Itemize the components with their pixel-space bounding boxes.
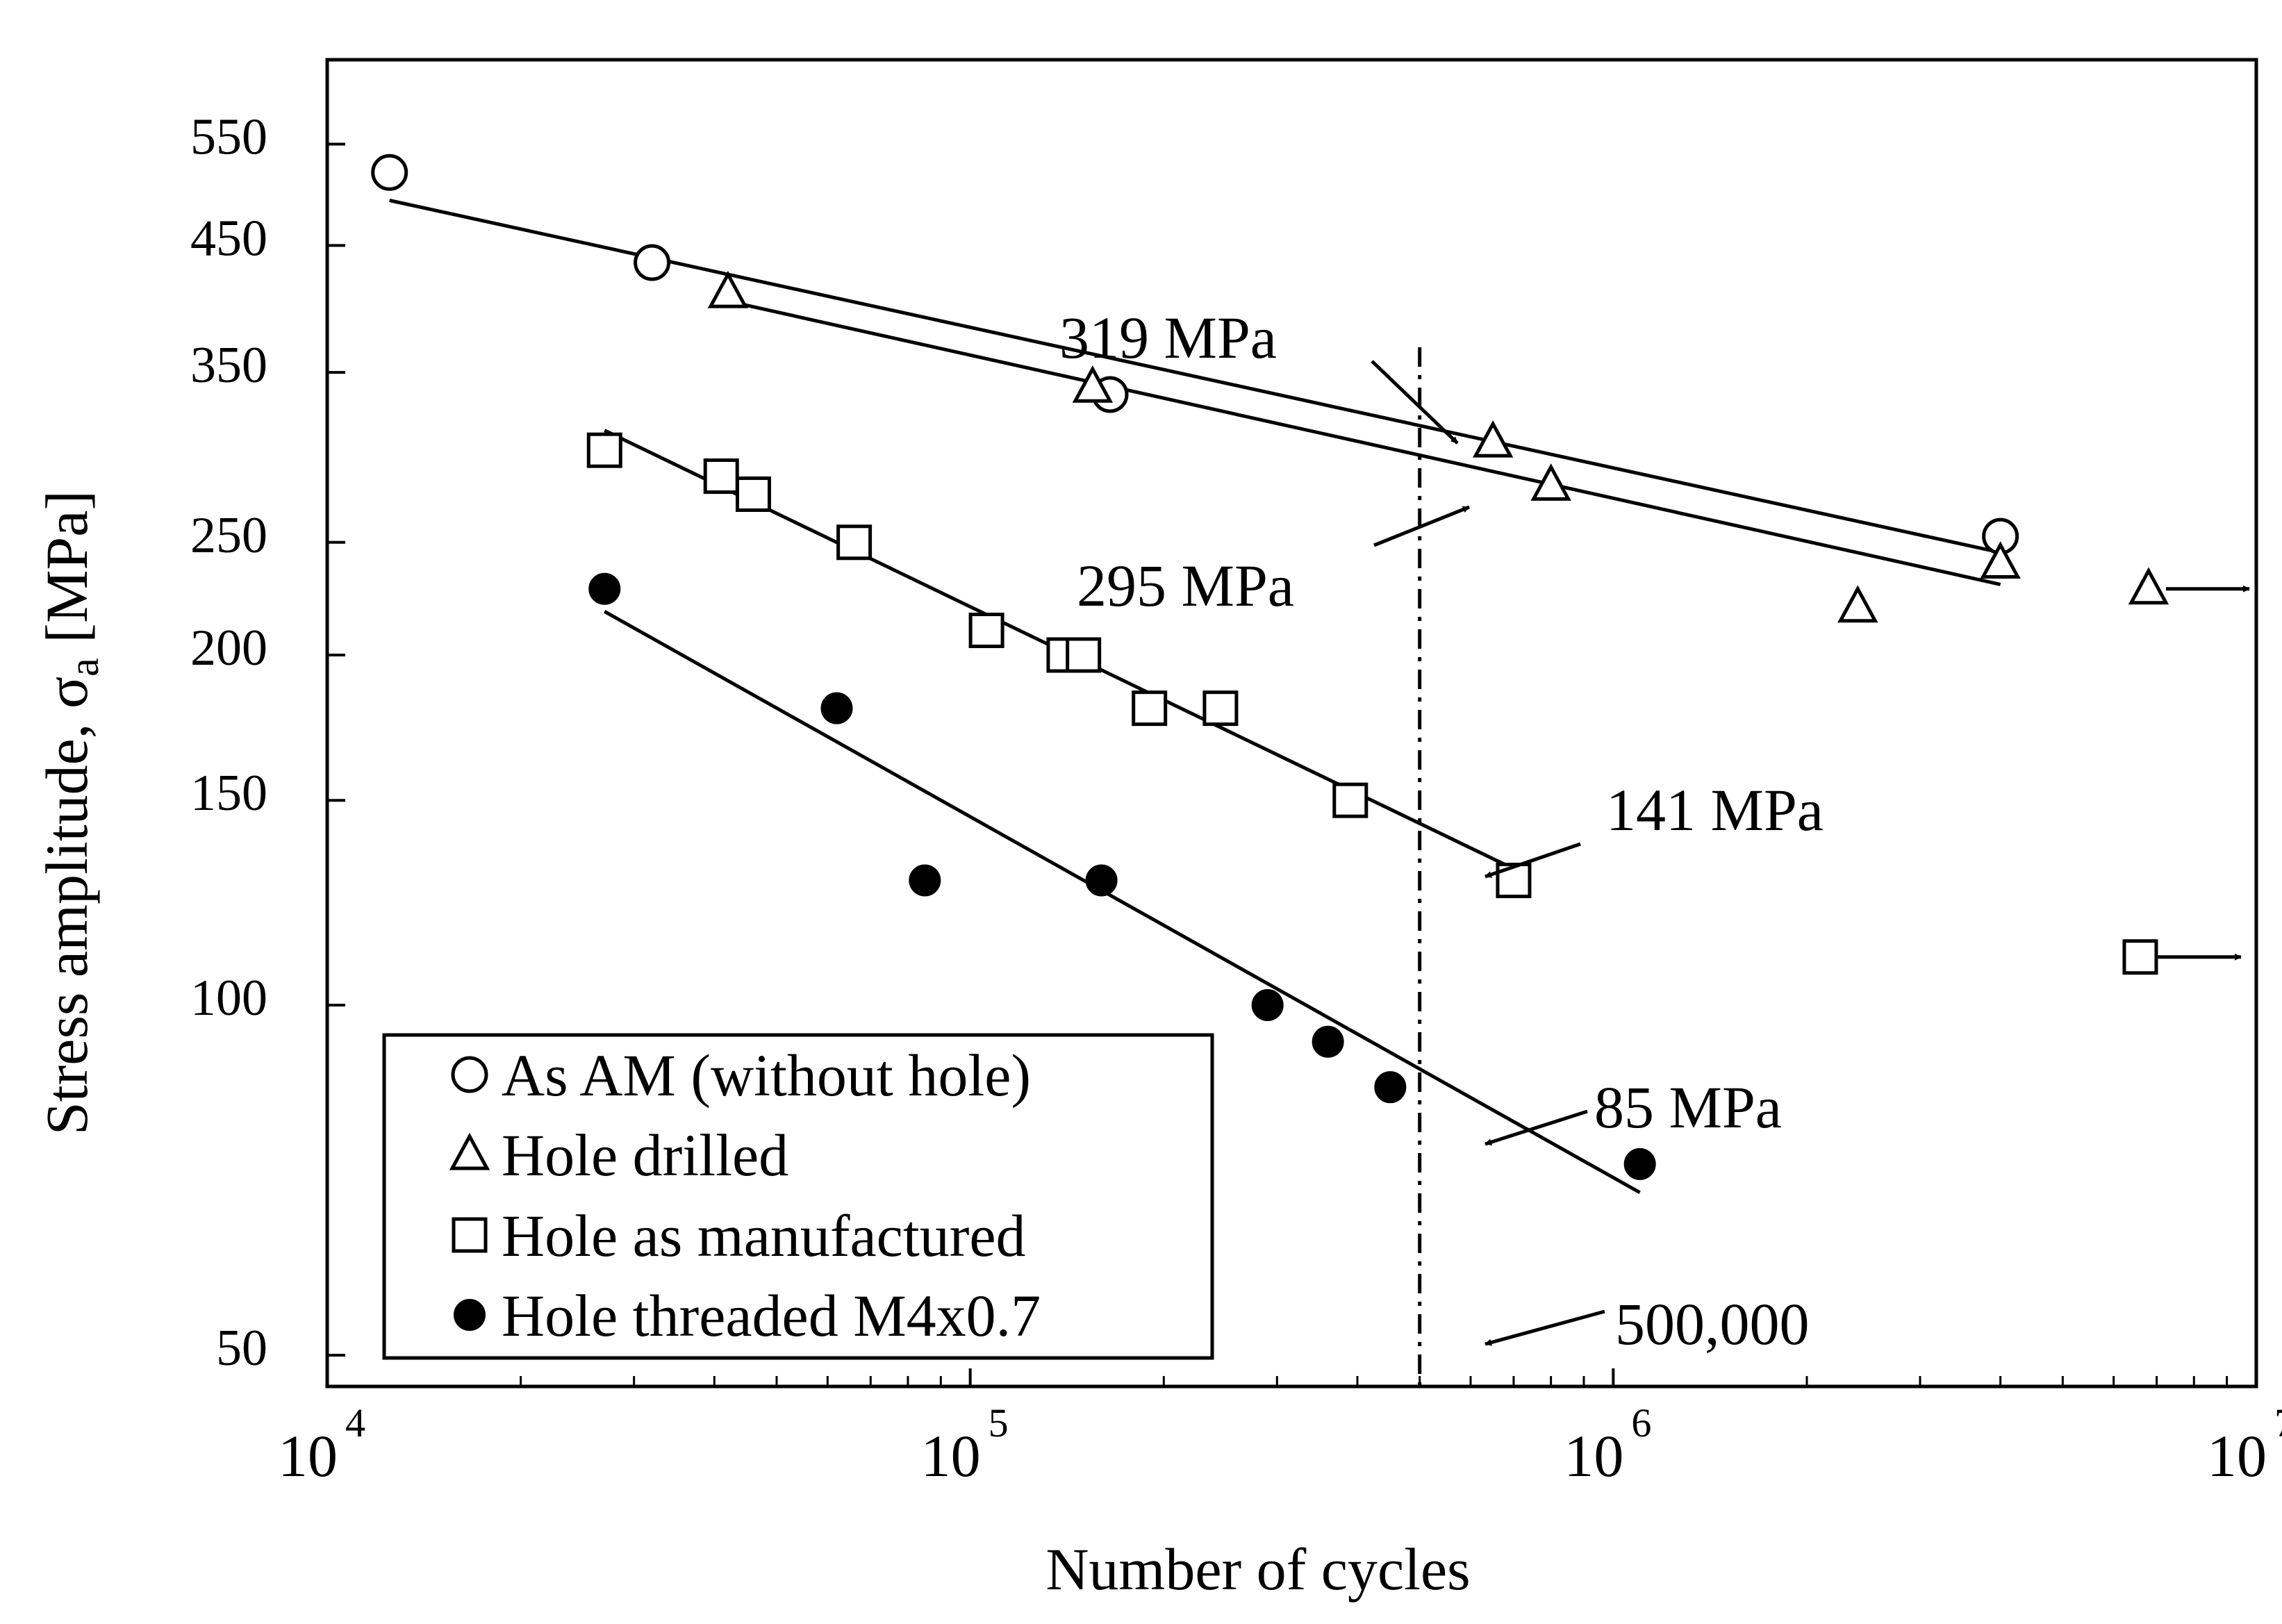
legend-symbol-circle-filled <box>454 1299 486 1331</box>
annotation-295: 295 MPa <box>1077 552 1294 619</box>
data-markers <box>371 154 2169 1180</box>
fit-line-hole-drilled <box>727 299 2001 586</box>
y-tick-label: 350 <box>190 337 267 394</box>
y-axis-label: Stress amplitude, σa [MPa] <box>33 490 107 1135</box>
annotation-arrows <box>1371 360 2250 1346</box>
legend-label-hole-drilled: Hole drilled <box>502 1122 788 1188</box>
x-tick-label-base: 10 <box>1564 1423 1623 1489</box>
legend-label-hole-as-manufactured: Hole as manufactured <box>502 1202 1026 1269</box>
legend-box <box>382 1033 1214 1360</box>
x-tick-label-base: 10 <box>921 1423 981 1489</box>
x-tick-label-exp: 7 <box>2274 1400 2282 1445</box>
arrow-500000 <box>1485 1309 1605 1346</box>
data-point-circle-filled <box>588 572 621 605</box>
x-axis-label: Number of cycles <box>1045 1536 1470 1602</box>
y-tick-label: 200 <box>190 620 267 677</box>
arrow-85 <box>1485 1109 1588 1146</box>
data-point-square-open <box>968 613 1004 649</box>
data-point-square-open <box>1202 690 1239 727</box>
x-tick-label-exp: 6 <box>1631 1400 1651 1445</box>
plot-frame <box>325 58 2258 1389</box>
data-point-circle-filled <box>820 692 853 724</box>
y-axis-ticks: 50 100 150 200 250 350 450 550 <box>190 108 345 1377</box>
data-point-square-open <box>703 458 739 494</box>
annotation-500000: 500,000 <box>1615 1291 1810 1357</box>
y-axis-label-unit: [MPa] <box>33 490 100 658</box>
arrow-319 <box>1371 360 1459 445</box>
data-point-circle-filled <box>909 864 941 897</box>
data-point-square-open <box>586 432 622 468</box>
fit-line-hole-threaded-m4x0-7 <box>604 610 1641 1194</box>
legend-label-hole-threaded: Hole threaded M4x0.7 <box>502 1282 1041 1349</box>
x-tick-label-base: 10 <box>278 1423 338 1489</box>
x-axis-ticks: 104105106107 <box>278 1368 2282 1489</box>
arrow-295 <box>1373 505 1470 547</box>
runout-marker-triangle-open <box>2128 567 2169 605</box>
data-point-triangle-open <box>1980 541 2021 579</box>
data-point-circle-filled <box>1312 1025 1344 1058</box>
y-tick-label: 250 <box>190 507 267 564</box>
legend-symbol-square-open <box>452 1217 488 1253</box>
data-point-circle-filled <box>1374 1071 1407 1104</box>
data-point-square-open <box>735 476 771 512</box>
x-tick-label-exp: 4 <box>345 1400 365 1445</box>
legend-symbols <box>449 1056 490 1331</box>
arrow-141 <box>1485 842 1581 879</box>
data-point-triangle-open <box>1472 420 1514 458</box>
x-tick-label-base: 10 <box>2207 1423 2267 1489</box>
y-tick-label: 450 <box>190 210 267 267</box>
x-tick-label-exp: 5 <box>989 1400 1009 1445</box>
legend-label-as-am: As AM (without hole) <box>502 1042 1031 1109</box>
data-point-square-open <box>1066 637 1102 673</box>
data-point-triangle-open <box>1837 585 1878 623</box>
legend: As AM (without hole) Hole drilled Hole a… <box>382 1033 1214 1360</box>
data-point-circle-open <box>634 244 671 281</box>
data-point-triangle-open <box>1072 365 1114 403</box>
runout-marker-square-open <box>2122 939 2158 975</box>
data-point-circle-filled <box>1085 864 1118 897</box>
data-point-triangle-open <box>1530 463 1571 501</box>
y-axis-label-subscript: a <box>61 658 107 677</box>
data-point-square-open <box>836 524 873 561</box>
legend-symbol-circle-open <box>451 1056 488 1093</box>
data-point-circle-open <box>371 154 408 191</box>
annotation-85: 85 MPa <box>1594 1074 1782 1141</box>
legend-symbol-triangle-open <box>449 1132 490 1170</box>
y-tick-label: 100 <box>190 970 267 1027</box>
data-point-circle-filled <box>1623 1147 1656 1180</box>
data-point-square-open <box>1132 690 1168 727</box>
annotation-319: 319 MPa <box>1059 304 1277 371</box>
y-tick-label: 150 <box>190 765 267 822</box>
y-tick-label: 550 <box>190 108 267 165</box>
data-point-square-open <box>1332 782 1369 818</box>
data-point-circle-filled <box>1251 989 1284 1022</box>
annotation-141: 141 MPa <box>1606 777 1824 843</box>
y-axis-label-main: Stress amplitude, σ <box>33 677 100 1135</box>
fit-line-as-am-without-hole- <box>389 199 2001 554</box>
data-point-triangle-open <box>707 270 749 308</box>
y-tick-label: 50 <box>216 1320 267 1377</box>
